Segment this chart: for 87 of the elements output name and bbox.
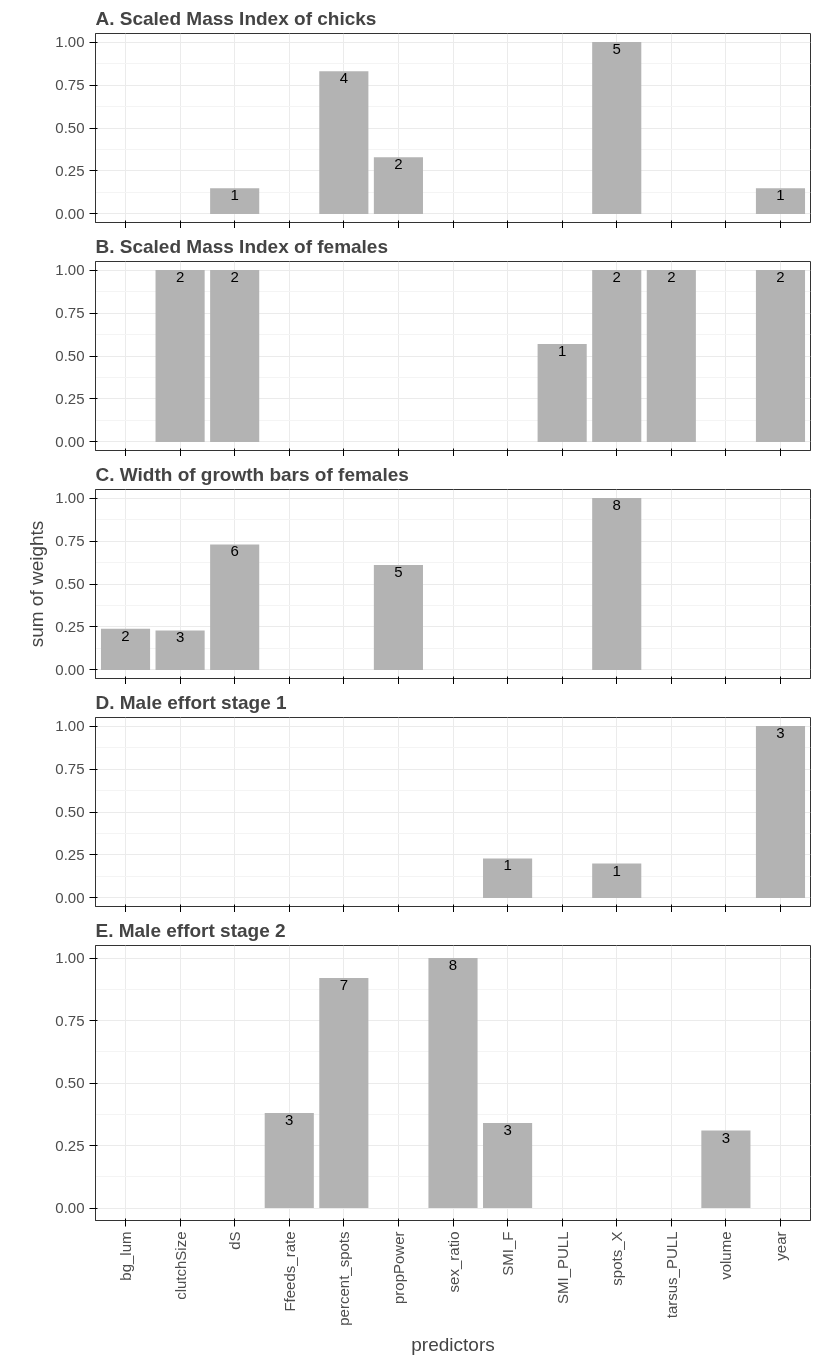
chart-title: E. Male effort stage 2 bbox=[95, 919, 286, 941]
bar bbox=[210, 188, 260, 214]
y-tick-label: 0.50 bbox=[55, 575, 85, 592]
y-tick-label: 0.25 bbox=[55, 617, 85, 635]
x-tick-label: SMI_PULL bbox=[553, 1231, 571, 1305]
x-tick-label: tarsus_PULL bbox=[662, 1231, 680, 1319]
annotation: 2 bbox=[776, 268, 785, 286]
bar bbox=[428, 958, 478, 1208]
y-tick-label: 0.00 bbox=[55, 1199, 85, 1216]
annotation: 6 bbox=[230, 542, 239, 560]
annotation: 8 bbox=[448, 956, 458, 973]
annotation: 7 bbox=[339, 976, 349, 993]
y-tick-label: 0.50 bbox=[55, 803, 85, 820]
bar bbox=[155, 630, 205, 670]
chart-title: A. Scaled Mass Index of chicks bbox=[95, 7, 377, 29]
annotation: 4 bbox=[339, 69, 349, 87]
y-tick-label: 0.50 bbox=[55, 119, 85, 136]
annotation: 2 bbox=[230, 268, 239, 286]
y-tick-label: 0.00 bbox=[55, 204, 85, 222]
bar bbox=[483, 1123, 533, 1208]
annotation: 3 bbox=[175, 628, 185, 646]
y-axis-title: sum of weights bbox=[26, 520, 48, 648]
annotation: 1 bbox=[776, 186, 785, 204]
x-tick-label: sex_ratio bbox=[444, 1231, 462, 1293]
annotation: 3 bbox=[285, 1111, 294, 1128]
y-tick-label: 0.25 bbox=[55, 1136, 85, 1154]
y-tick-label: 1.00 bbox=[55, 261, 85, 279]
chart-title: D. Male effort stage 1 bbox=[95, 691, 288, 713]
chart-title: C. Width of growth bars of females bbox=[95, 463, 409, 485]
bar bbox=[592, 498, 642, 670]
bar bbox=[373, 157, 423, 214]
annotation: 2 bbox=[121, 626, 130, 644]
y-tick-label: 0.75 bbox=[55, 532, 85, 550]
y-tick-label: 0.25 bbox=[55, 845, 85, 863]
bar bbox=[592, 863, 642, 898]
bar bbox=[483, 858, 533, 898]
bar bbox=[210, 544, 260, 670]
annotation: 3 bbox=[503, 1121, 512, 1138]
y-tick-label: 0.75 bbox=[55, 1011, 85, 1029]
annotation: 3 bbox=[776, 724, 785, 742]
bar bbox=[100, 628, 151, 670]
x-tick-label: clutchSize bbox=[171, 1231, 189, 1300]
x-tick-label: Ffeeds_rate bbox=[280, 1231, 298, 1312]
x-tick-label: volume bbox=[717, 1231, 735, 1280]
y-tick-label: 1.00 bbox=[55, 717, 85, 735]
annotation: 1 bbox=[503, 856, 512, 874]
bar bbox=[592, 42, 642, 214]
x-axis-title: predictors bbox=[411, 1333, 495, 1355]
annotation: 5 bbox=[394, 563, 403, 581]
annotation: 2 bbox=[667, 268, 676, 286]
y-tick-label: 0.25 bbox=[55, 389, 85, 407]
bar bbox=[701, 1130, 751, 1208]
y-tick-label: 1.00 bbox=[55, 949, 85, 966]
x-tick-label: dS bbox=[226, 1231, 244, 1250]
annotation: 8 bbox=[612, 496, 621, 514]
x-tick-label: percent_spots bbox=[335, 1231, 353, 1326]
annotation: 1 bbox=[557, 341, 567, 359]
bar bbox=[755, 726, 806, 898]
y-tick-label: 0.00 bbox=[55, 432, 85, 450]
bar bbox=[319, 978, 369, 1208]
bar bbox=[755, 188, 806, 214]
x-tick-label: year bbox=[771, 1231, 789, 1261]
y-tick-label: 0.50 bbox=[55, 1074, 85, 1091]
y-tick-label: 1.00 bbox=[55, 489, 85, 507]
annotation: 3 bbox=[721, 1128, 731, 1146]
annotation: 5 bbox=[612, 40, 621, 58]
bar bbox=[319, 71, 369, 214]
annotation: 1 bbox=[612, 861, 621, 879]
annotation: 2 bbox=[175, 268, 185, 286]
y-tick-label: 0.25 bbox=[55, 161, 85, 179]
y-tick-label: 0.00 bbox=[55, 660, 85, 678]
annotation: 2 bbox=[394, 155, 403, 173]
y-tick-label: 0.75 bbox=[55, 76, 85, 94]
y-tick-label: 1.00 bbox=[55, 33, 85, 51]
x-tick-label: spots_X bbox=[608, 1231, 626, 1286]
x-tick-label: bg_lum bbox=[117, 1231, 135, 1281]
bar bbox=[373, 565, 423, 670]
y-tick-label: 0.00 bbox=[55, 888, 85, 906]
annotation: 2 bbox=[612, 268, 621, 286]
x-tick-label: SMI_F bbox=[499, 1231, 517, 1276]
annotation: 1 bbox=[230, 186, 239, 204]
y-tick-label: 0.75 bbox=[55, 760, 85, 778]
bar bbox=[264, 1113, 314, 1208]
x-tick-label: propPower bbox=[389, 1231, 407, 1305]
y-tick-label: 0.50 bbox=[55, 347, 85, 364]
y-tick-label: 0.75 bbox=[55, 304, 85, 322]
chart-title: B. Scaled Mass Index of females bbox=[95, 235, 389, 257]
